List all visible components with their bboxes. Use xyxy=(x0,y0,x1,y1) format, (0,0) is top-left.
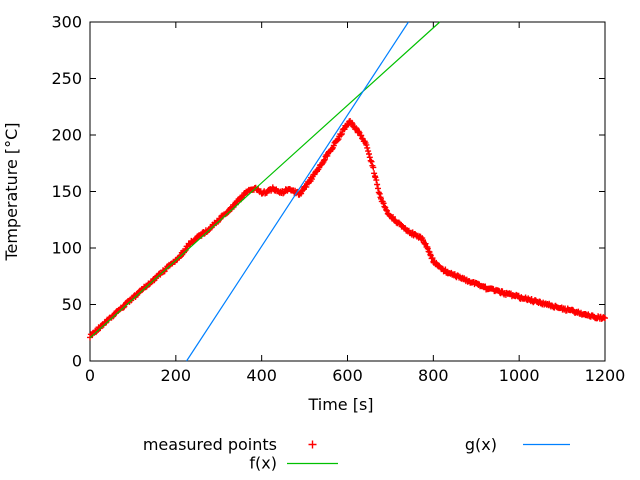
y-tick-label: 200 xyxy=(51,126,82,145)
y-tick-label: 300 xyxy=(51,13,82,32)
x-axis-label: Time [s] xyxy=(307,395,373,414)
x-tick-label: 600 xyxy=(332,366,363,385)
g-line xyxy=(186,21,409,362)
legend-label-measured-points: measured points xyxy=(143,435,277,454)
y-tick-label: 0 xyxy=(72,352,82,371)
f-line xyxy=(89,21,441,339)
x-tick-label: 1000 xyxy=(499,366,540,385)
x-tick-label: 0 xyxy=(85,366,95,385)
x-tick-label: 400 xyxy=(246,366,277,385)
x-tick-label: 1200 xyxy=(585,366,626,385)
x-tick-label: 200 xyxy=(161,366,192,385)
y-tick-label: 100 xyxy=(51,239,82,258)
y-tick-label: 250 xyxy=(51,69,82,88)
plus-marker-icon xyxy=(308,440,317,449)
legend: measured points f(x) g(x) xyxy=(143,435,570,473)
legend-label-f: f(x) xyxy=(249,454,277,473)
plot-series xyxy=(87,21,608,362)
plot-border xyxy=(89,21,606,362)
axis-ticks: 0 200 400 600 800 1000 1200 0 50 100 150 200 250 300 xyxy=(51,13,625,386)
x-tick-label: 800 xyxy=(418,366,449,385)
y-axis-label: Temperature [°C] xyxy=(2,122,21,261)
y-tick-label: 50 xyxy=(62,295,82,314)
measured-points-markers xyxy=(87,118,608,341)
legend-label-g: g(x) xyxy=(465,435,497,454)
y-tick-label: 150 xyxy=(51,182,82,201)
